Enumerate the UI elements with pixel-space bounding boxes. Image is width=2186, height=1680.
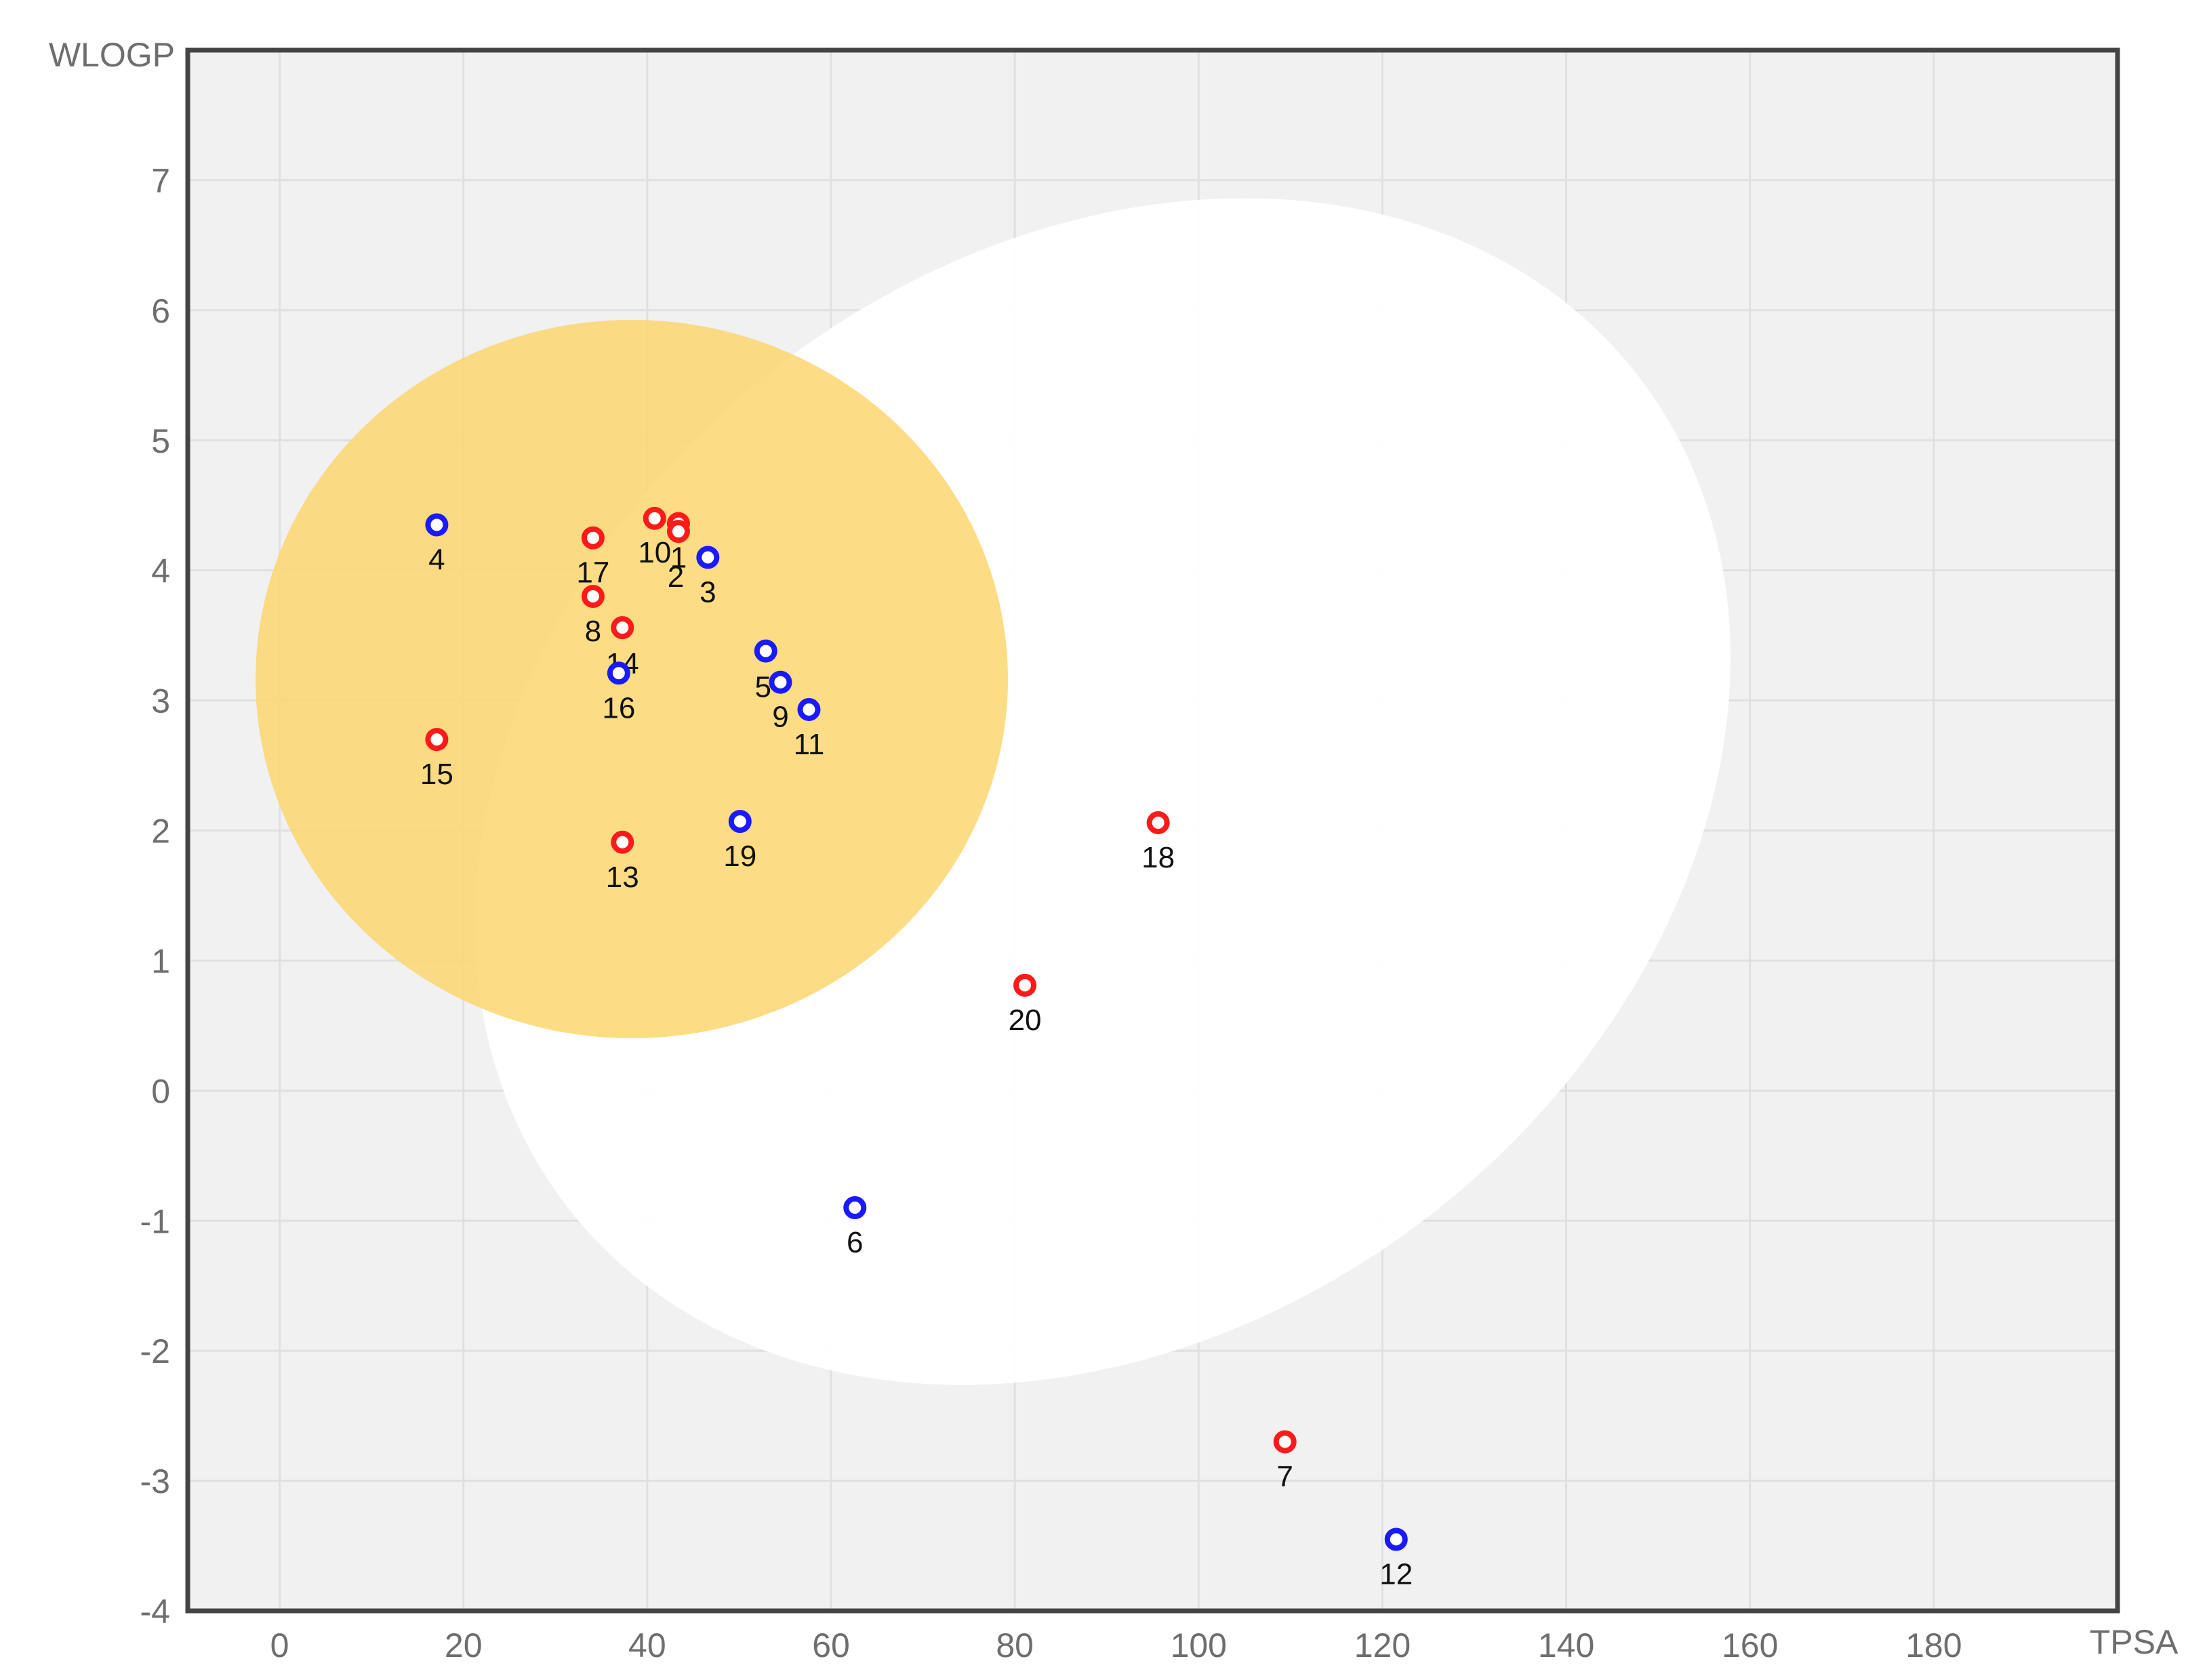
point-label-13: 13 bbox=[606, 861, 639, 894]
point-6 bbox=[843, 1196, 867, 1220]
x-tick-label: 80 bbox=[996, 1626, 1034, 1664]
point-label-3: 3 bbox=[700, 575, 716, 609]
data-points: 1234567891011121314151617181920 bbox=[420, 506, 1413, 1591]
point-14 bbox=[611, 616, 634, 640]
point-5 bbox=[754, 639, 777, 663]
x-tick-label: 0 bbox=[270, 1626, 289, 1664]
point-19 bbox=[728, 810, 752, 834]
point-label-11: 11 bbox=[794, 728, 825, 761]
regions bbox=[256, 198, 1731, 1385]
point-label-20: 20 bbox=[1009, 1004, 1042, 1037]
point-label-1: 1 bbox=[670, 541, 687, 575]
point-label-10: 10 bbox=[638, 536, 671, 569]
x-tick-label: 160 bbox=[1722, 1626, 1778, 1664]
y-tick-label: 5 bbox=[151, 422, 170, 460]
y-tick-label: 6 bbox=[151, 292, 170, 330]
point-17 bbox=[581, 526, 605, 550]
x-tick-label: 20 bbox=[445, 1626, 483, 1664]
y-tick-label: -1 bbox=[140, 1202, 170, 1240]
point-label-9: 9 bbox=[772, 701, 788, 734]
yolk-region bbox=[256, 320, 1008, 1038]
point-3 bbox=[696, 546, 720, 569]
point-12 bbox=[1384, 1528, 1408, 1551]
y-tick-label: 4 bbox=[151, 552, 170, 590]
y-axis-title: WLOGP bbox=[49, 36, 175, 74]
x-tick-label: 60 bbox=[812, 1626, 850, 1664]
y-tick-label: 0 bbox=[151, 1072, 170, 1110]
y-tick-label: 2 bbox=[151, 813, 170, 851]
axis-titles: WLOGP TPSA bbox=[49, 36, 2179, 1661]
point-label-19: 19 bbox=[723, 840, 756, 873]
y-tick-label: 3 bbox=[151, 682, 170, 720]
y-tick-label: -4 bbox=[140, 1593, 170, 1631]
point-label-4: 4 bbox=[428, 543, 445, 576]
plot-border bbox=[185, 47, 2120, 1614]
point-4 bbox=[425, 513, 449, 537]
point-label-6: 6 bbox=[847, 1226, 863, 1259]
point-label-7: 7 bbox=[1276, 1460, 1293, 1494]
x-tick-label: 140 bbox=[1538, 1626, 1594, 1664]
y-tick-label: 7 bbox=[151, 162, 170, 200]
point-10 bbox=[643, 506, 666, 530]
point-label-15: 15 bbox=[420, 758, 453, 791]
x-tick-label: 180 bbox=[1905, 1626, 1962, 1664]
point-label-17: 17 bbox=[576, 556, 609, 590]
x-axis-title: TPSA bbox=[2090, 1623, 2179, 1661]
x-tick-label: 100 bbox=[1171, 1626, 1227, 1664]
point-20 bbox=[1013, 973, 1037, 997]
point-15 bbox=[425, 728, 449, 752]
x-tick-label: 120 bbox=[1354, 1626, 1411, 1664]
point-2 bbox=[666, 520, 690, 544]
point-7 bbox=[1273, 1430, 1297, 1454]
point-18 bbox=[1146, 811, 1170, 834]
point-label-5: 5 bbox=[755, 671, 771, 704]
point-label-16: 16 bbox=[602, 691, 635, 724]
point-label-2: 2 bbox=[668, 560, 684, 594]
point-8 bbox=[581, 585, 605, 609]
y-tick-label: -2 bbox=[140, 1332, 170, 1370]
x-tick-label: 40 bbox=[628, 1626, 666, 1664]
plot-frame bbox=[185, 47, 2120, 1614]
y-tick-label: -3 bbox=[140, 1462, 170, 1500]
point-label-8: 8 bbox=[585, 615, 601, 648]
point-11 bbox=[797, 698, 821, 722]
point-9 bbox=[769, 670, 792, 694]
point-label-12: 12 bbox=[1379, 1557, 1413, 1591]
point-13 bbox=[611, 830, 634, 854]
point-16 bbox=[607, 661, 630, 685]
y-tick-label: 1 bbox=[151, 942, 170, 980]
point-label-18: 18 bbox=[1141, 841, 1175, 874]
